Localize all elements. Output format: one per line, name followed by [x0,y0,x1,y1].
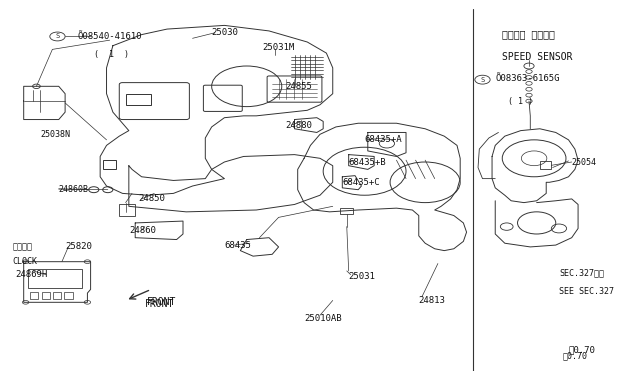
Bar [340,208,353,214]
Text: SEE SEC.327: SEE SEC.327 [559,287,614,296]
Bar [65,292,73,299]
Bar [540,161,551,169]
Text: 68435+C: 68435+C [342,178,380,187]
Text: 25030: 25030 [212,28,239,37]
Text: クロック: クロック [13,243,33,251]
Text: 25038N: 25038N [41,130,71,139]
Text: 25031: 25031 [349,272,376,281]
Bar [42,292,50,299]
Text: 䌘0.70: 䌘0.70 [562,351,587,360]
Text: Õ08540-41610: Õ08540-41610 [78,32,142,41]
Text: 24850: 24850 [138,195,165,203]
Bar [103,160,116,169]
Text: 25010AB: 25010AB [304,314,342,323]
Bar [125,94,151,105]
Text: S: S [55,33,60,39]
Text: 68435+B: 68435+B [349,157,387,167]
Text: CLOCK: CLOCK [13,257,38,266]
Text: 24860B: 24860B [59,185,89,194]
Text: (  1  ): ( 1 ) [94,51,129,60]
Text: FRONT: FRONT [147,297,176,307]
Text: 24869H: 24869H [15,270,47,279]
Text: SEC.327参照: SEC.327参照 [559,268,604,277]
Text: S: S [481,77,484,83]
Text: 25820: 25820 [65,243,92,251]
Text: ( 1 ): ( 1 ) [508,97,533,106]
Text: 68435: 68435 [225,241,252,250]
Text: 24860: 24860 [129,226,156,235]
Bar [53,292,61,299]
Bar [30,292,38,299]
Text: 24855: 24855 [285,82,312,91]
Bar [119,205,135,215]
Bar [28,269,83,288]
Text: 24813: 24813 [419,296,445,305]
Text: 䌘0.70: 䌘0.70 [568,346,595,355]
Text: FRONT: FRONT [145,299,174,309]
Text: 25031M: 25031M [262,43,295,52]
Text: 25054: 25054 [572,157,596,167]
Text: SPEED SENSOR: SPEED SENSOR [502,52,572,62]
Text: スピード センサー: スピード センサー [502,30,554,40]
Text: 68435+A: 68435+A [365,135,402,144]
Text: 24880: 24880 [285,121,312,129]
Text: Õ08363-6165G: Õ08363-6165G [495,74,560,83]
